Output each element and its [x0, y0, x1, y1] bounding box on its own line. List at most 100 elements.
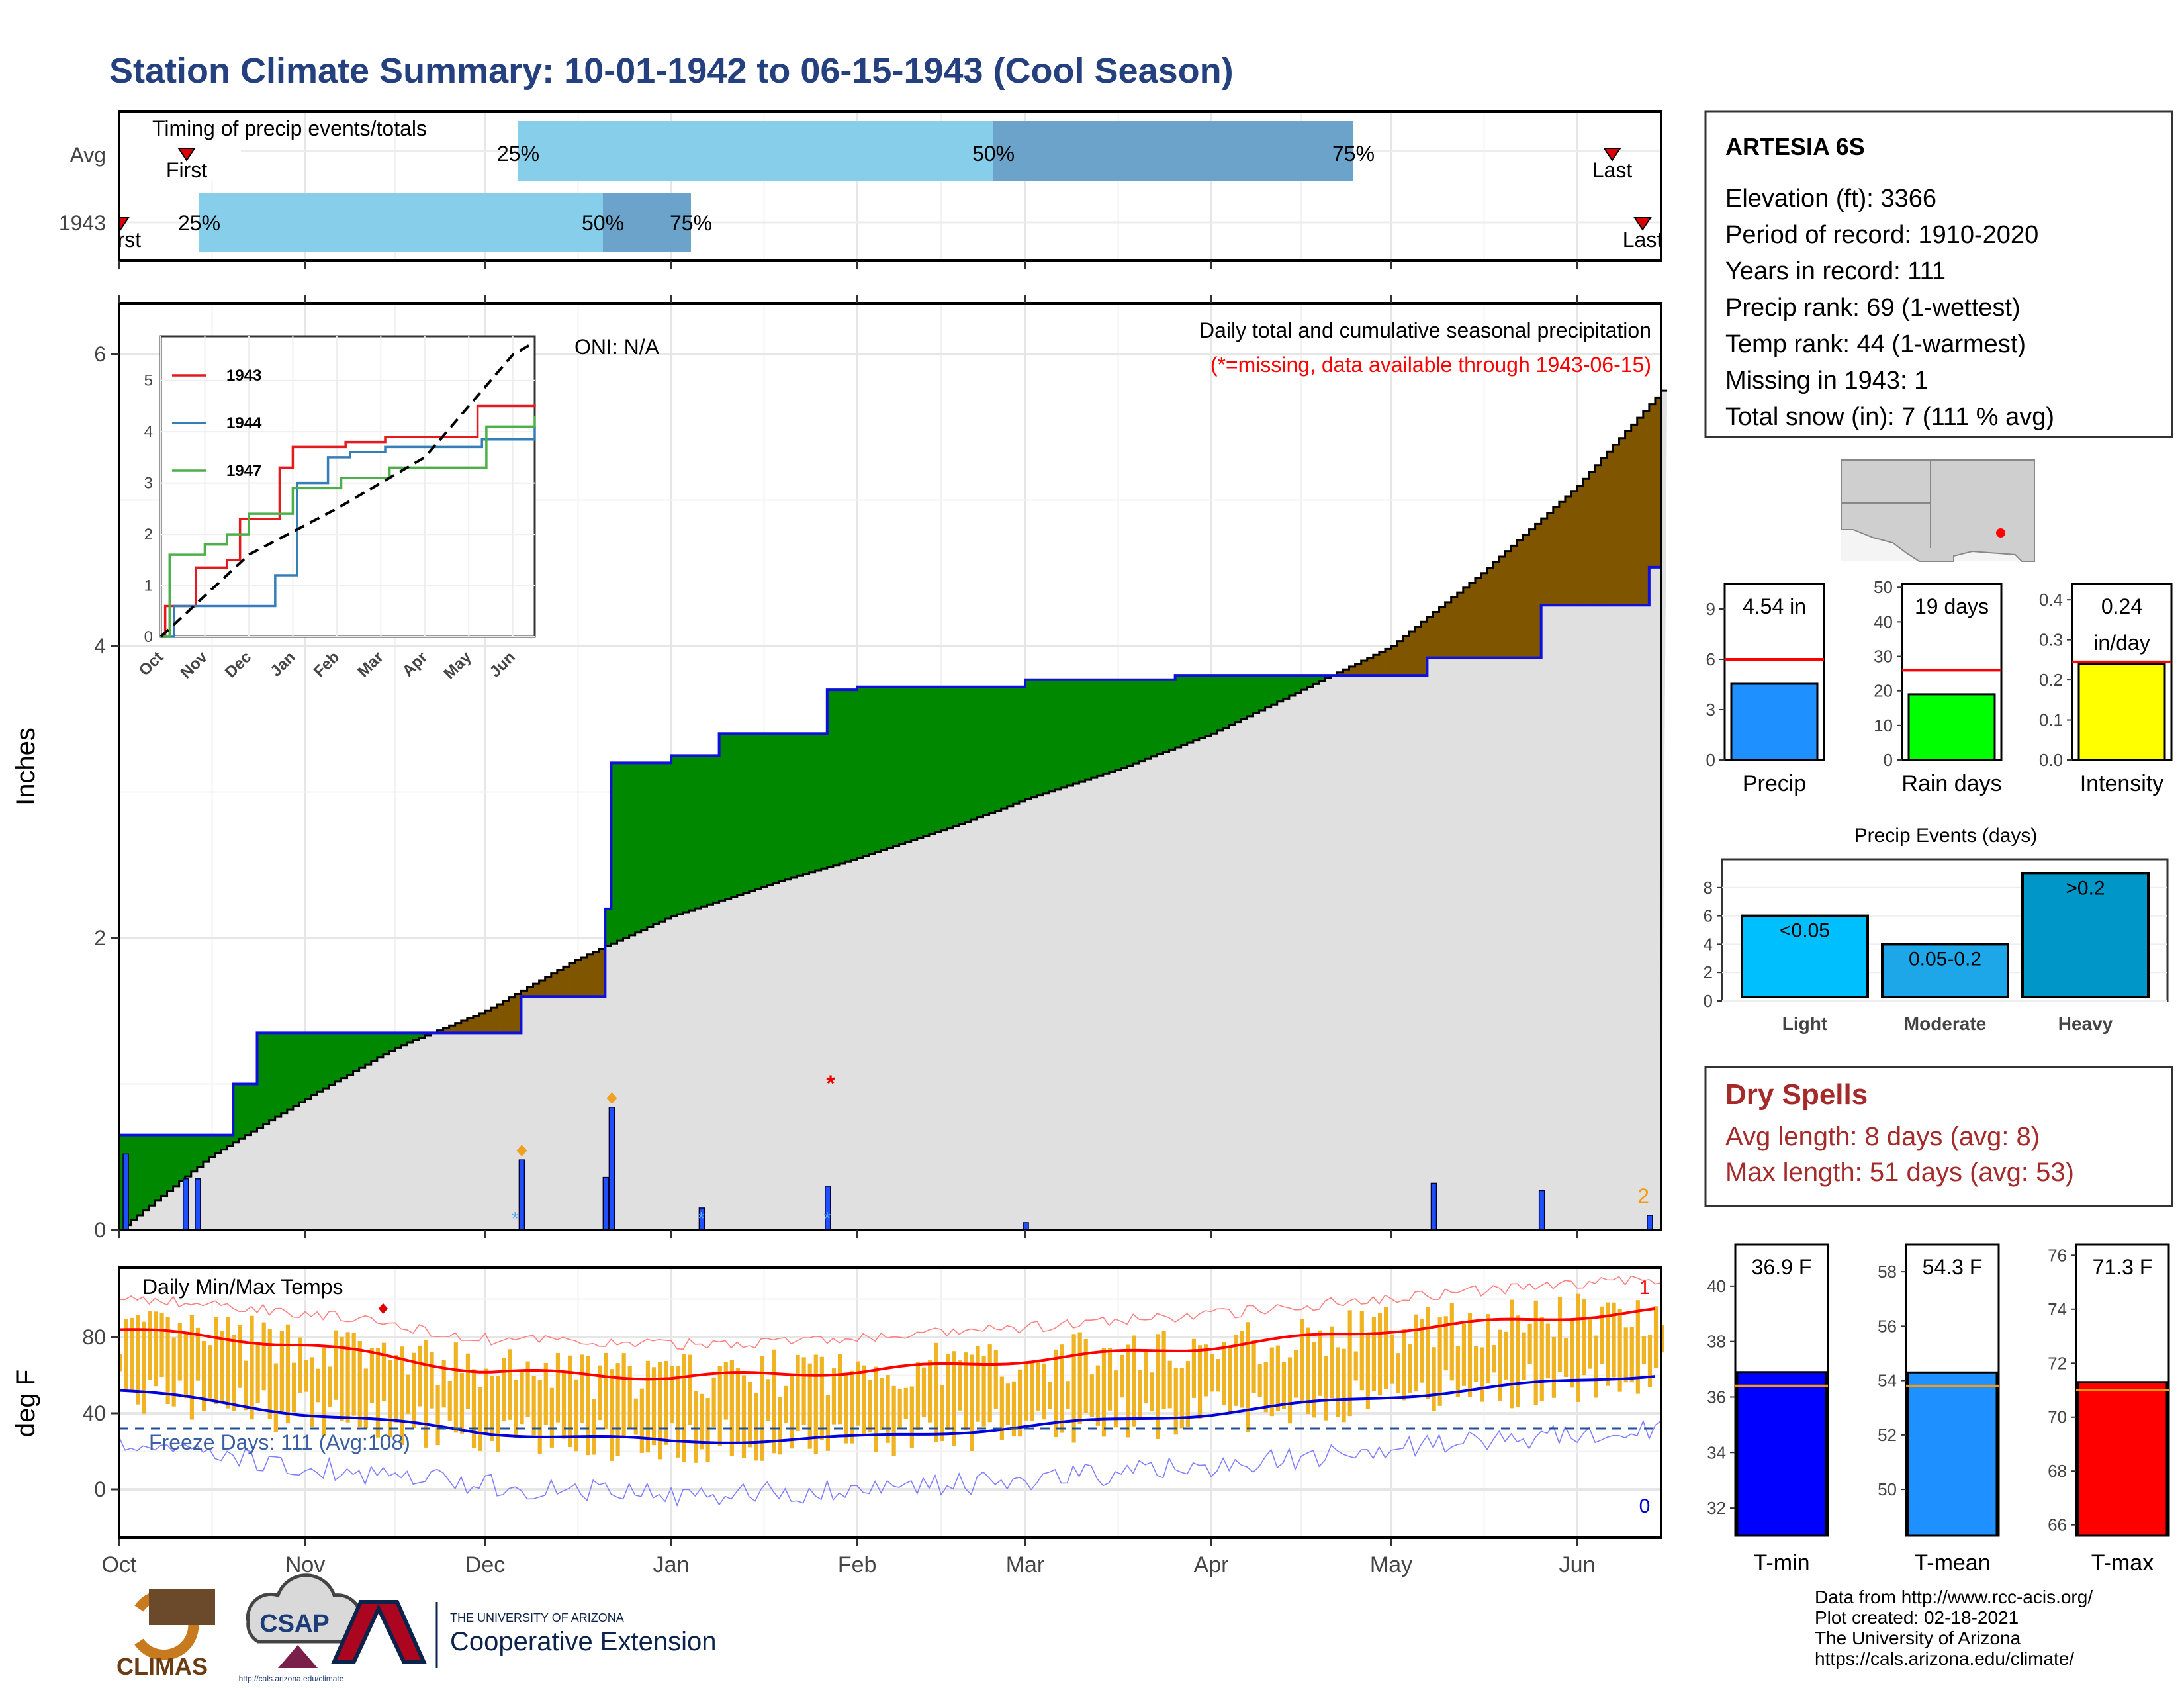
above-avg-slice [947, 686, 954, 829]
above-avg-slice [1037, 679, 1044, 796]
station-info-line: Temp rank: 44 (1-warmest) [1725, 330, 2026, 358]
daily-temp-bar [232, 1335, 236, 1411]
precip-panel: * * * 0 2 4 6 Inches Daily total and cumulati… [11, 302, 1668, 1242]
csap-mountain [278, 1645, 318, 1668]
mini-chart-tick-label: 0 [1884, 750, 1893, 770]
daily-temp-bar [322, 1347, 326, 1437]
below-avg-slice [1517, 540, 1524, 658]
daily-temp-bar [261, 1322, 266, 1391]
above-avg-slice [407, 1033, 414, 1043]
inset-xtick: Apr [399, 648, 431, 680]
daily-temp-bar [340, 1336, 344, 1421]
daily-temp-bar [375, 1348, 381, 1438]
station-info-line: Period of record: 1910-2020 [1725, 221, 2038, 249]
station-info-line: Years in record: 111 [1725, 258, 1946, 285]
above-avg-slice [929, 686, 936, 835]
daily-temp-bar [1066, 1381, 1070, 1409]
daily-temp-bar [1113, 1370, 1118, 1428]
above-avg-slice [239, 1084, 246, 1139]
above-avg-slice [161, 1135, 168, 1196]
daily-temp-bar [1516, 1315, 1520, 1407]
above-avg-slice [1157, 679, 1164, 755]
above-avg-slice [623, 763, 630, 938]
precip-events-chart: Precip Events (days) 0 2 4 6 8 <0.05 Light 0.05… [1704, 825, 2169, 1034]
below-avg-slice [551, 973, 558, 997]
credit-line: https://cals.arizona.edu/climate/ [1815, 1648, 2074, 1669]
daily-temp-bar [1054, 1349, 1058, 1438]
daily-temp-bar [1492, 1345, 1496, 1373]
daily-temp-bar [897, 1388, 902, 1429]
daily-temp-bar [819, 1356, 824, 1440]
climas-block [149, 1589, 215, 1625]
daily-temp-bar [1330, 1326, 1334, 1399]
daily-temp-bar [279, 1331, 284, 1411]
below-avg-slice [1559, 502, 1566, 606]
below-avg-slice [443, 1027, 450, 1033]
daily-temp-bar [856, 1361, 860, 1426]
daily-temp-bar [1071, 1334, 1076, 1443]
mini-chart-value: 0.24 [2101, 594, 2142, 618]
daily-temp-bar [183, 1332, 188, 1399]
daily-temp-bar [142, 1321, 146, 1414]
daily-temp-bar [1353, 1351, 1358, 1381]
daily-temp-bar [1383, 1307, 1388, 1389]
above-avg-slice [845, 690, 852, 862]
daily-temp-bar [1420, 1319, 1424, 1383]
temp-chart-bar [1907, 1371, 1998, 1537]
daily-temp-bar [381, 1342, 387, 1401]
above-avg-slice [1151, 679, 1158, 757]
daily-temp-bar [543, 1362, 548, 1425]
above-avg-slice [208, 1135, 216, 1157]
above-avg-slice [779, 733, 786, 882]
below-avg-slice [485, 1011, 492, 1033]
avg-cumulative-line [119, 389, 1668, 1231]
above-avg-slice [695, 755, 702, 909]
below-avg-slice [1625, 431, 1632, 606]
above-avg-slice [941, 686, 948, 831]
below-avg-slice [1421, 622, 1428, 676]
daily-temp-bar [1510, 1299, 1514, 1409]
temp-chart-tick-label: 68 [2048, 1461, 2067, 1481]
daily-precip-bar [182, 1178, 189, 1231]
daily-temp-bar [1150, 1372, 1154, 1412]
daily-temp-bar [1480, 1347, 1484, 1402]
above-avg-slice [179, 1135, 186, 1182]
daily-temp-bar [784, 1385, 788, 1423]
daily-temp-bar [285, 1324, 291, 1423]
daily-temp-bar [1083, 1338, 1088, 1413]
daily-temp-bar [688, 1354, 692, 1425]
above-avg-slice [905, 686, 912, 843]
station-info-line: Missing in 1943: 1 [1725, 367, 1928, 395]
mini-chart-tick-label: 9 [1706, 599, 1715, 619]
above-avg-slice [881, 686, 888, 850]
below-avg-slice [1535, 524, 1542, 658]
mini-chart-tick-label: 0.3 [2039, 630, 2063, 650]
below-avg-slice [1523, 534, 1530, 658]
above-avg-slice [1169, 679, 1176, 750]
logos: CLIMAS CSAP http://cals.arizona.edu/clim… [116, 1573, 716, 1683]
daily-temp-bar [1557, 1297, 1563, 1372]
above-avg-slice [413, 1033, 420, 1041]
mini-chart-value: 19 days [1915, 594, 1989, 618]
daily-temp-bar [1545, 1323, 1550, 1379]
events-bar-label: Moderate [1904, 1013, 1986, 1034]
above-avg-slice [298, 1033, 306, 1103]
month-label: Dec [465, 1552, 505, 1577]
above-avg-slice [677, 755, 684, 914]
below-avg-slice [581, 957, 588, 997]
daily-temp-bar [772, 1349, 776, 1454]
above-avg-slice [1043, 679, 1050, 794]
mini-chart-tick-label: 3 [1706, 700, 1715, 720]
avg-p25: 25% [497, 142, 539, 165]
snow-diamond [606, 1092, 617, 1104]
daily-temp-bar [825, 1395, 831, 1451]
precip-count-label: 2 [1637, 1184, 1649, 1208]
above-avg-slice [1103, 679, 1110, 774]
above-avg-slice [1001, 686, 1008, 809]
daily-temp-bar [1551, 1336, 1557, 1398]
above-avg-slice [725, 733, 732, 899]
daily-temp-bar [1101, 1348, 1107, 1437]
mini-chart-label: Intensity [2080, 771, 2164, 796]
below-avg-slice [1409, 631, 1416, 676]
daily-temp-bar [705, 1397, 710, 1462]
